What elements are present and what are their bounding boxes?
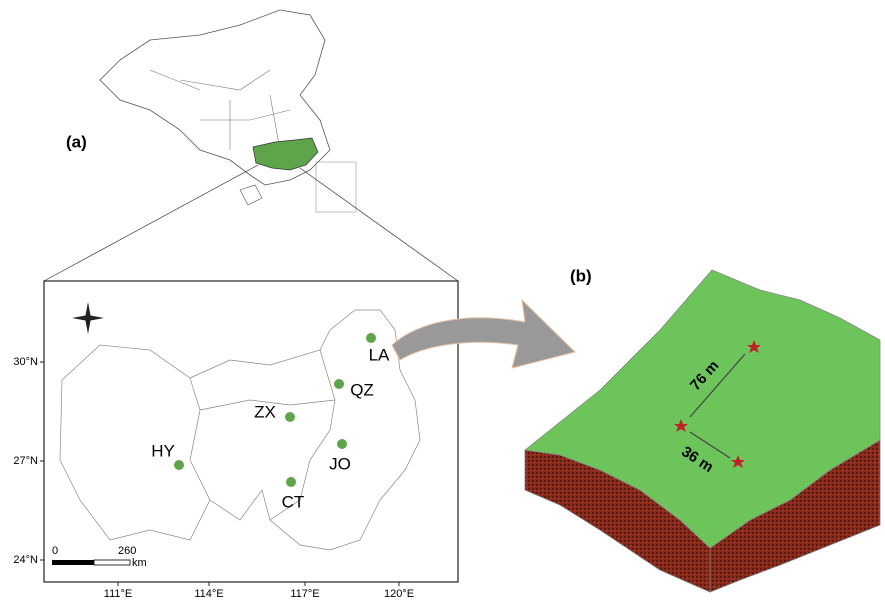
site-marker: [174, 460, 184, 470]
scale-unit: km: [132, 557, 147, 569]
site-marker: [334, 379, 344, 389]
scale-label: 0: [52, 545, 58, 557]
site-marker: [285, 412, 295, 422]
sea-islands: [240, 185, 262, 205]
inset-sea-box: [316, 162, 356, 212]
site-label: CT: [282, 492, 305, 511]
panel-label: (a): [66, 132, 87, 151]
y-tick-label: 27°N: [13, 455, 38, 467]
y-tick-label: 24°N: [13, 554, 38, 566]
y-tick-label: 30°N: [13, 356, 38, 368]
figure: (a) LA QZ ZX HY JO CT 0 260 km 111°E 114°E 117°…: [0, 0, 885, 604]
inset-frame: [44, 281, 458, 582]
x-tick-label: 114°E: [194, 588, 223, 600]
site-label: LA: [369, 345, 390, 364]
x-tick-label: 111°E: [104, 588, 132, 600]
x-tick-label: 120°E: [384, 588, 414, 600]
site-label: JO: [329, 454, 351, 473]
site-label: QZ: [350, 380, 374, 399]
panel-label: (b): [570, 266, 592, 285]
zoom-line: [300, 168, 458, 281]
site-marker: [366, 333, 376, 343]
x-tick-label: 117°E: [290, 588, 319, 600]
site-label: ZX: [254, 402, 276, 421]
site-label: HY: [151, 441, 175, 460]
zoom-line: [44, 165, 258, 281]
scale-label: 260: [118, 545, 136, 557]
site-marker: [286, 477, 296, 487]
site-marker: [337, 439, 347, 449]
